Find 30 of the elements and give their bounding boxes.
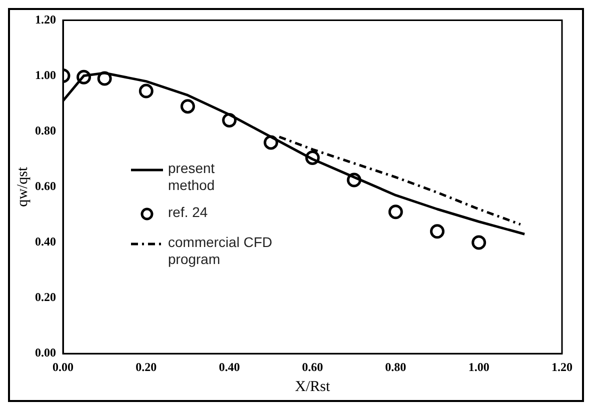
y-tick-label: 0.00 bbox=[35, 346, 56, 360]
y-axis-title: qw/qst bbox=[14, 166, 31, 207]
x-axis-title: X/Rst bbox=[294, 378, 331, 395]
point bbox=[97, 71, 112, 86]
x-tick-label: 0.80 bbox=[385, 360, 406, 374]
y-tick-label: 0.80 bbox=[35, 123, 56, 138]
point bbox=[222, 112, 237, 128]
point bbox=[346, 172, 362, 188]
point bbox=[388, 204, 403, 220]
point bbox=[180, 99, 195, 114]
y-tick-label: 0.60 bbox=[35, 178, 56, 193]
y-tick-label: 0.40 bbox=[35, 234, 56, 249]
x-tick-label: 1.20 bbox=[552, 360, 572, 374]
y-tick-label: 1.20 bbox=[35, 12, 56, 26]
point bbox=[305, 150, 320, 165]
point bbox=[264, 135, 278, 150]
x-tick-label: 0.20 bbox=[136, 360, 157, 374]
legend-label: commercial CFD program bbox=[168, 234, 274, 268]
x-tick-label: 0.40 bbox=[218, 360, 240, 374]
x-tick-label: 0.60 bbox=[302, 360, 323, 374]
x-tick-label: 1.00 bbox=[468, 360, 490, 374]
y-tick-label: 0.20 bbox=[35, 290, 56, 304]
point bbox=[138, 84, 154, 98]
legend-label: ref. 24 bbox=[168, 204, 209, 221]
point bbox=[430, 224, 444, 239]
y-tick-label: 1.00 bbox=[35, 68, 56, 82]
legend-label: present method bbox=[168, 160, 216, 194]
point bbox=[76, 70, 92, 84]
point bbox=[472, 235, 486, 250]
x-tick-label: 0.00 bbox=[52, 360, 74, 374]
